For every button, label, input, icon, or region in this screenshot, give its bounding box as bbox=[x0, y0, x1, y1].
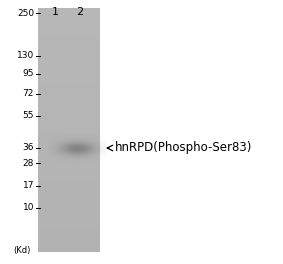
Text: (Kd): (Kd) bbox=[13, 246, 31, 254]
Text: 130: 130 bbox=[17, 51, 34, 60]
Text: 55: 55 bbox=[23, 111, 34, 120]
Text: 1: 1 bbox=[52, 7, 59, 17]
Text: 10: 10 bbox=[23, 204, 34, 213]
Text: 17: 17 bbox=[23, 182, 34, 191]
Text: 72: 72 bbox=[23, 89, 34, 98]
Text: 28: 28 bbox=[23, 158, 34, 167]
Text: hnRPD(Phospho-Ser83): hnRPD(Phospho-Ser83) bbox=[115, 142, 252, 154]
Text: 95: 95 bbox=[23, 69, 34, 78]
Text: 36: 36 bbox=[23, 144, 34, 153]
Text: 250: 250 bbox=[17, 8, 34, 17]
Text: 2: 2 bbox=[76, 7, 83, 17]
